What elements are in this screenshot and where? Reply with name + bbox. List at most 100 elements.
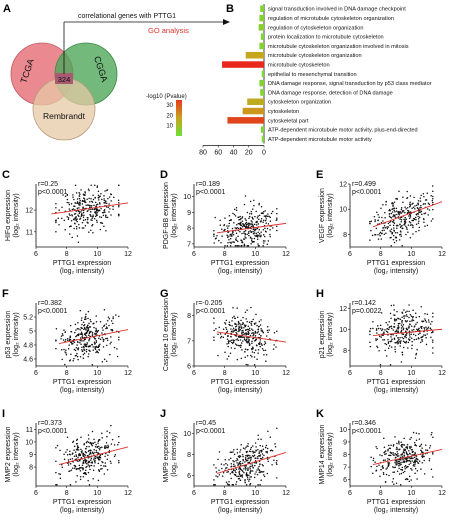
scatter-point [114, 454, 117, 456]
scatter-point [412, 465, 415, 467]
go-bar [247, 98, 264, 105]
scatter-point [73, 338, 76, 341]
scatter-point [250, 230, 253, 233]
scatter-point [91, 217, 93, 220]
scatter-point [55, 347, 57, 350]
scatter-point [274, 445, 277, 448]
scatter-point [90, 457, 93, 460]
scatter-point [59, 477, 62, 480]
scatter-point [247, 442, 249, 445]
scatter-point [248, 341, 250, 344]
go-term-label: microtubule cytoskeleton organization in… [268, 44, 409, 50]
scatter-point [408, 446, 411, 448]
scatter-point [101, 437, 103, 439]
scatter-point [96, 185, 99, 187]
scatter-point [266, 458, 269, 460]
scatter-point [81, 464, 84, 467]
scatter-point [401, 244, 403, 247]
scatter-point [227, 470, 230, 473]
scatter-point [372, 472, 374, 474]
y-tick-label: 4.6 [23, 357, 33, 364]
scatter-point [86, 204, 89, 206]
scatter-point [69, 335, 72, 337]
scatter-point [393, 230, 396, 232]
scatter-point [239, 339, 242, 341]
scatter-point [256, 473, 259, 476]
scatter-point [266, 227, 269, 230]
go-term-label: DNA damage response, signal transduction… [268, 81, 432, 87]
scatter-point [430, 434, 433, 436]
scatter-point [229, 473, 232, 475]
scatter-point [230, 218, 232, 221]
go-x-tick-label: 60 [214, 150, 222, 157]
scatter-point [244, 479, 246, 481]
scatter-point [74, 451, 77, 453]
scatter-point [410, 325, 413, 327]
scatter-point [248, 450, 251, 452]
scatter-point [401, 351, 404, 354]
scatter-point [83, 318, 86, 320]
scatter-point [411, 223, 413, 226]
scatter-point [87, 479, 89, 482]
scatter-point [89, 319, 92, 321]
scatter-point [93, 322, 95, 324]
scatter-point [247, 468, 249, 470]
scatter-point [241, 476, 244, 478]
scatter-point [81, 323, 83, 326]
y-axis-label: p53 expression [5, 311, 12, 359]
trend-line [58, 446, 129, 466]
scatter-point [231, 316, 234, 319]
scatter-point [67, 459, 70, 461]
scatter-point [230, 242, 232, 244]
scatter-point [73, 445, 76, 448]
scatter-point [245, 475, 248, 477]
scatter-point [227, 235, 229, 238]
scatter-point [89, 464, 91, 467]
scatter-point [252, 452, 254, 454]
scatter-point [236, 462, 238, 464]
scatter-point [256, 227, 259, 230]
scatter-point [394, 346, 396, 348]
scatter-point [106, 446, 108, 449]
scatter-point [253, 230, 256, 232]
scatter-point [414, 205, 416, 207]
scatter-point [254, 331, 257, 334]
scatter-point [254, 457, 256, 459]
scatter-point [82, 475, 85, 478]
scatter-point [415, 204, 418, 207]
scatter-point [239, 460, 242, 463]
scatter-point [252, 445, 254, 447]
scatter-point [236, 224, 238, 226]
y-axis-label: p21 expression [319, 311, 326, 359]
scatter-point [215, 467, 217, 469]
scatter-point [90, 198, 92, 200]
scatter-point [393, 227, 395, 229]
scatter-point [106, 344, 108, 347]
scatter-point [61, 466, 64, 469]
scatter-point [110, 320, 113, 322]
scatter-point [259, 450, 261, 452]
scatter-point [409, 320, 411, 322]
scatter-point [401, 354, 404, 356]
scatter-point [104, 462, 107, 464]
scatter-point [89, 204, 91, 207]
scatter-point [401, 466, 404, 469]
scatter-point [393, 483, 395, 485]
y-axis-label: PDGF-BB expression [163, 182, 170, 249]
scatter-point [242, 470, 244, 473]
scatter-point [118, 184, 120, 187]
scatter-point [393, 201, 396, 203]
scatter-point [387, 465, 389, 468]
scatter-point [107, 206, 109, 209]
scatter-point [230, 234, 233, 236]
scatter-point [228, 459, 230, 461]
scatter-point [408, 316, 410, 319]
scatter-point [84, 450, 87, 453]
scatter-point [97, 459, 100, 461]
scatter-point [388, 320, 390, 323]
scatter-point [269, 229, 271, 231]
scatter-point [255, 313, 257, 316]
scatter-point [94, 457, 97, 460]
